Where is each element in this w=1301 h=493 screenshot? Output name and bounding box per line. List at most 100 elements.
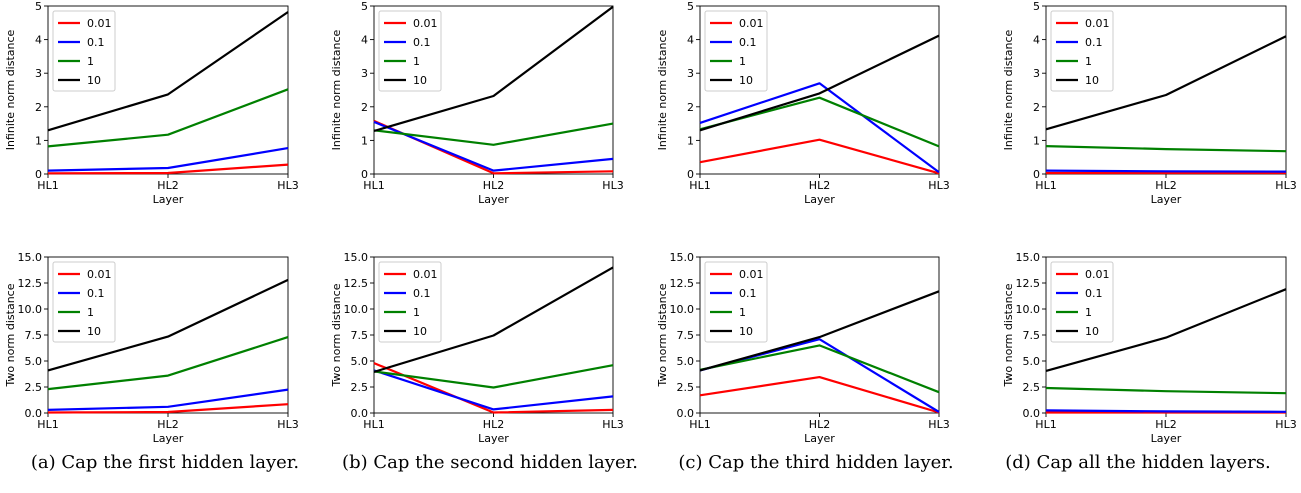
series-line-10 (47, 278, 289, 372)
legend-entry: 0.01 (87, 268, 112, 281)
y-tick-label: 15.0 (344, 251, 369, 264)
y-tick-label: 10.0 (670, 303, 695, 316)
legend-box (52, 261, 116, 343)
y-tick-label: 3 (35, 67, 42, 80)
legend-entry: 1 (413, 306, 420, 319)
legend-entry: 0.01 (739, 17, 764, 30)
y-tick-label: 5 (687, 0, 694, 13)
y-tick-label: 0.0 (1023, 407, 1041, 420)
x-tick-label: HL3 (602, 179, 623, 192)
y-tick-label: 3 (687, 67, 694, 80)
y-tick-label: 5.0 (677, 355, 695, 368)
legend-entry: 0.01 (413, 17, 438, 30)
y-tick-label: 12.5 (344, 277, 369, 290)
series-line-0_1 (47, 147, 289, 172)
chart-c-two: 0.0 2.5 5.0 7.5 10.0 12.5 15.0 HL1 HL2 HL3 Layer Tw… (656, 251, 950, 445)
x-axis-label: Layer (1151, 193, 1182, 206)
y-axis-label: Infinite norm distance (330, 29, 343, 150)
series-line-1 (47, 336, 289, 391)
legend-entry: 10 (1085, 74, 1099, 87)
y-tick-label: 12.5 (670, 277, 695, 290)
legend-entry: 0.1 (87, 287, 105, 300)
series-line-1 (699, 344, 940, 394)
y-tick-label: 7.5 (351, 329, 369, 342)
y-axis-label: Infinite norm distance (1002, 29, 1015, 150)
y-axis-label: Two norm distance (1002, 283, 1015, 387)
legend-entry: 0.01 (1085, 268, 1110, 281)
x-tick-label: HL1 (689, 179, 710, 192)
legend-entry: 0.1 (413, 36, 431, 49)
x-tick-label: HL2 (809, 179, 830, 192)
x-axis-label: Layer (153, 432, 184, 445)
legend-entry: 10 (739, 325, 753, 338)
y-tick-label: 2.5 (25, 381, 43, 394)
legend-box (704, 261, 768, 343)
y-tick-label: 0.0 (677, 407, 695, 420)
legend-entry: 10 (87, 325, 101, 338)
captions: (a) Cap the first hidden layer. (b) Cap … (0, 452, 1301, 488)
y-tick-label: 4 (361, 34, 368, 47)
series-line-10 (1045, 288, 1287, 372)
series-line-1 (373, 122, 614, 146)
chart-a-infinite: 0 1 2 3 4 5 HL1 HL2 HL3 Layer Infinite norm distan… (4, 0, 299, 206)
x-axis-label: Layer (804, 193, 835, 206)
x-axis-label: Layer (153, 193, 184, 206)
legend-entry: 1 (739, 306, 746, 319)
y-tick-label: 3 (1033, 67, 1040, 80)
series-line-0_01 (373, 119, 614, 175)
chart-d-two: 0.0 2.5 5.0 7.5 10.0 12.5 15.0 HL1 HL2 HL3 Layer Tw… (1002, 251, 1297, 445)
legend-box (378, 10, 442, 92)
legend-box (1050, 261, 1114, 343)
x-tick-label: HL1 (37, 418, 58, 431)
y-tick-label: 2 (35, 101, 42, 114)
chart-b-two: 0.0 2.5 5.0 7.5 10.0 12.5 15.0 HL1 HL2 HL3 Layer Tw… (330, 251, 624, 445)
legend-entry: 0.1 (739, 287, 757, 300)
y-tick-label: 5.0 (351, 355, 369, 368)
x-axis-label: Layer (478, 432, 509, 445)
x-tick-label: HL1 (689, 418, 710, 431)
y-tick-label: 5 (1033, 0, 1040, 13)
y-tick-label: 15.0 (1016, 251, 1041, 264)
legend-entry: 0.1 (739, 36, 757, 49)
y-tick-label: 1 (361, 134, 368, 147)
y-tick-label: 12.5 (1016, 277, 1041, 290)
x-tick-label: HL2 (809, 418, 830, 431)
y-tick-label: 0 (687, 168, 694, 181)
legend-entry: 0.1 (87, 36, 105, 49)
series-line-10 (699, 34, 940, 132)
legend-entry: 1 (413, 55, 420, 68)
x-tick-label: HL3 (602, 418, 623, 431)
y-tick-label: 5.0 (1023, 355, 1041, 368)
y-tick-label: 0 (1033, 168, 1040, 181)
caption-b: (b) Cap the second hidden layer. (342, 452, 638, 473)
x-tick-label: HL3 (1275, 179, 1296, 192)
x-tick-label: HL3 (928, 179, 949, 192)
x-tick-label: HL1 (37, 179, 58, 192)
chart-b-infinite: 0 1 2 3 4 5 HL1 HL2 HL3 Layer Infinite norm distan… (330, 0, 624, 206)
series-line-0_01 (699, 138, 940, 175)
y-tick-label: 10.0 (1016, 303, 1041, 316)
series-line-0_01 (47, 163, 289, 175)
series-line-1 (373, 364, 614, 389)
x-axis-label: Layer (478, 193, 509, 206)
series-line-10 (47, 11, 289, 132)
y-tick-label: 5 (361, 0, 368, 13)
legend-entry: 0.1 (1085, 287, 1103, 300)
legend-entry: 10 (413, 74, 427, 87)
y-tick-label: 1 (687, 134, 694, 147)
legend-box (378, 261, 442, 343)
y-tick-label: 10.0 (18, 303, 43, 316)
y-tick-label: 0 (361, 168, 368, 181)
chart-c-infinite: 0 1 2 3 4 5 HL1 HL2 HL3 Layer Infinite norm distan… (656, 0, 950, 206)
legend-box (52, 10, 116, 92)
x-tick-label: HL1 (1035, 418, 1056, 431)
legend-entry: 1 (1085, 306, 1092, 319)
y-tick-label: 5.0 (25, 355, 43, 368)
x-tick-label: HL2 (483, 418, 504, 431)
y-axis-label: Infinite norm distance (656, 29, 669, 150)
y-tick-label: 0.0 (351, 407, 369, 420)
x-tick-label: HL2 (483, 179, 504, 192)
series-line-0_01 (699, 376, 940, 414)
legend-entry: 1 (87, 306, 94, 319)
legend-entry: 0.01 (87, 17, 112, 30)
